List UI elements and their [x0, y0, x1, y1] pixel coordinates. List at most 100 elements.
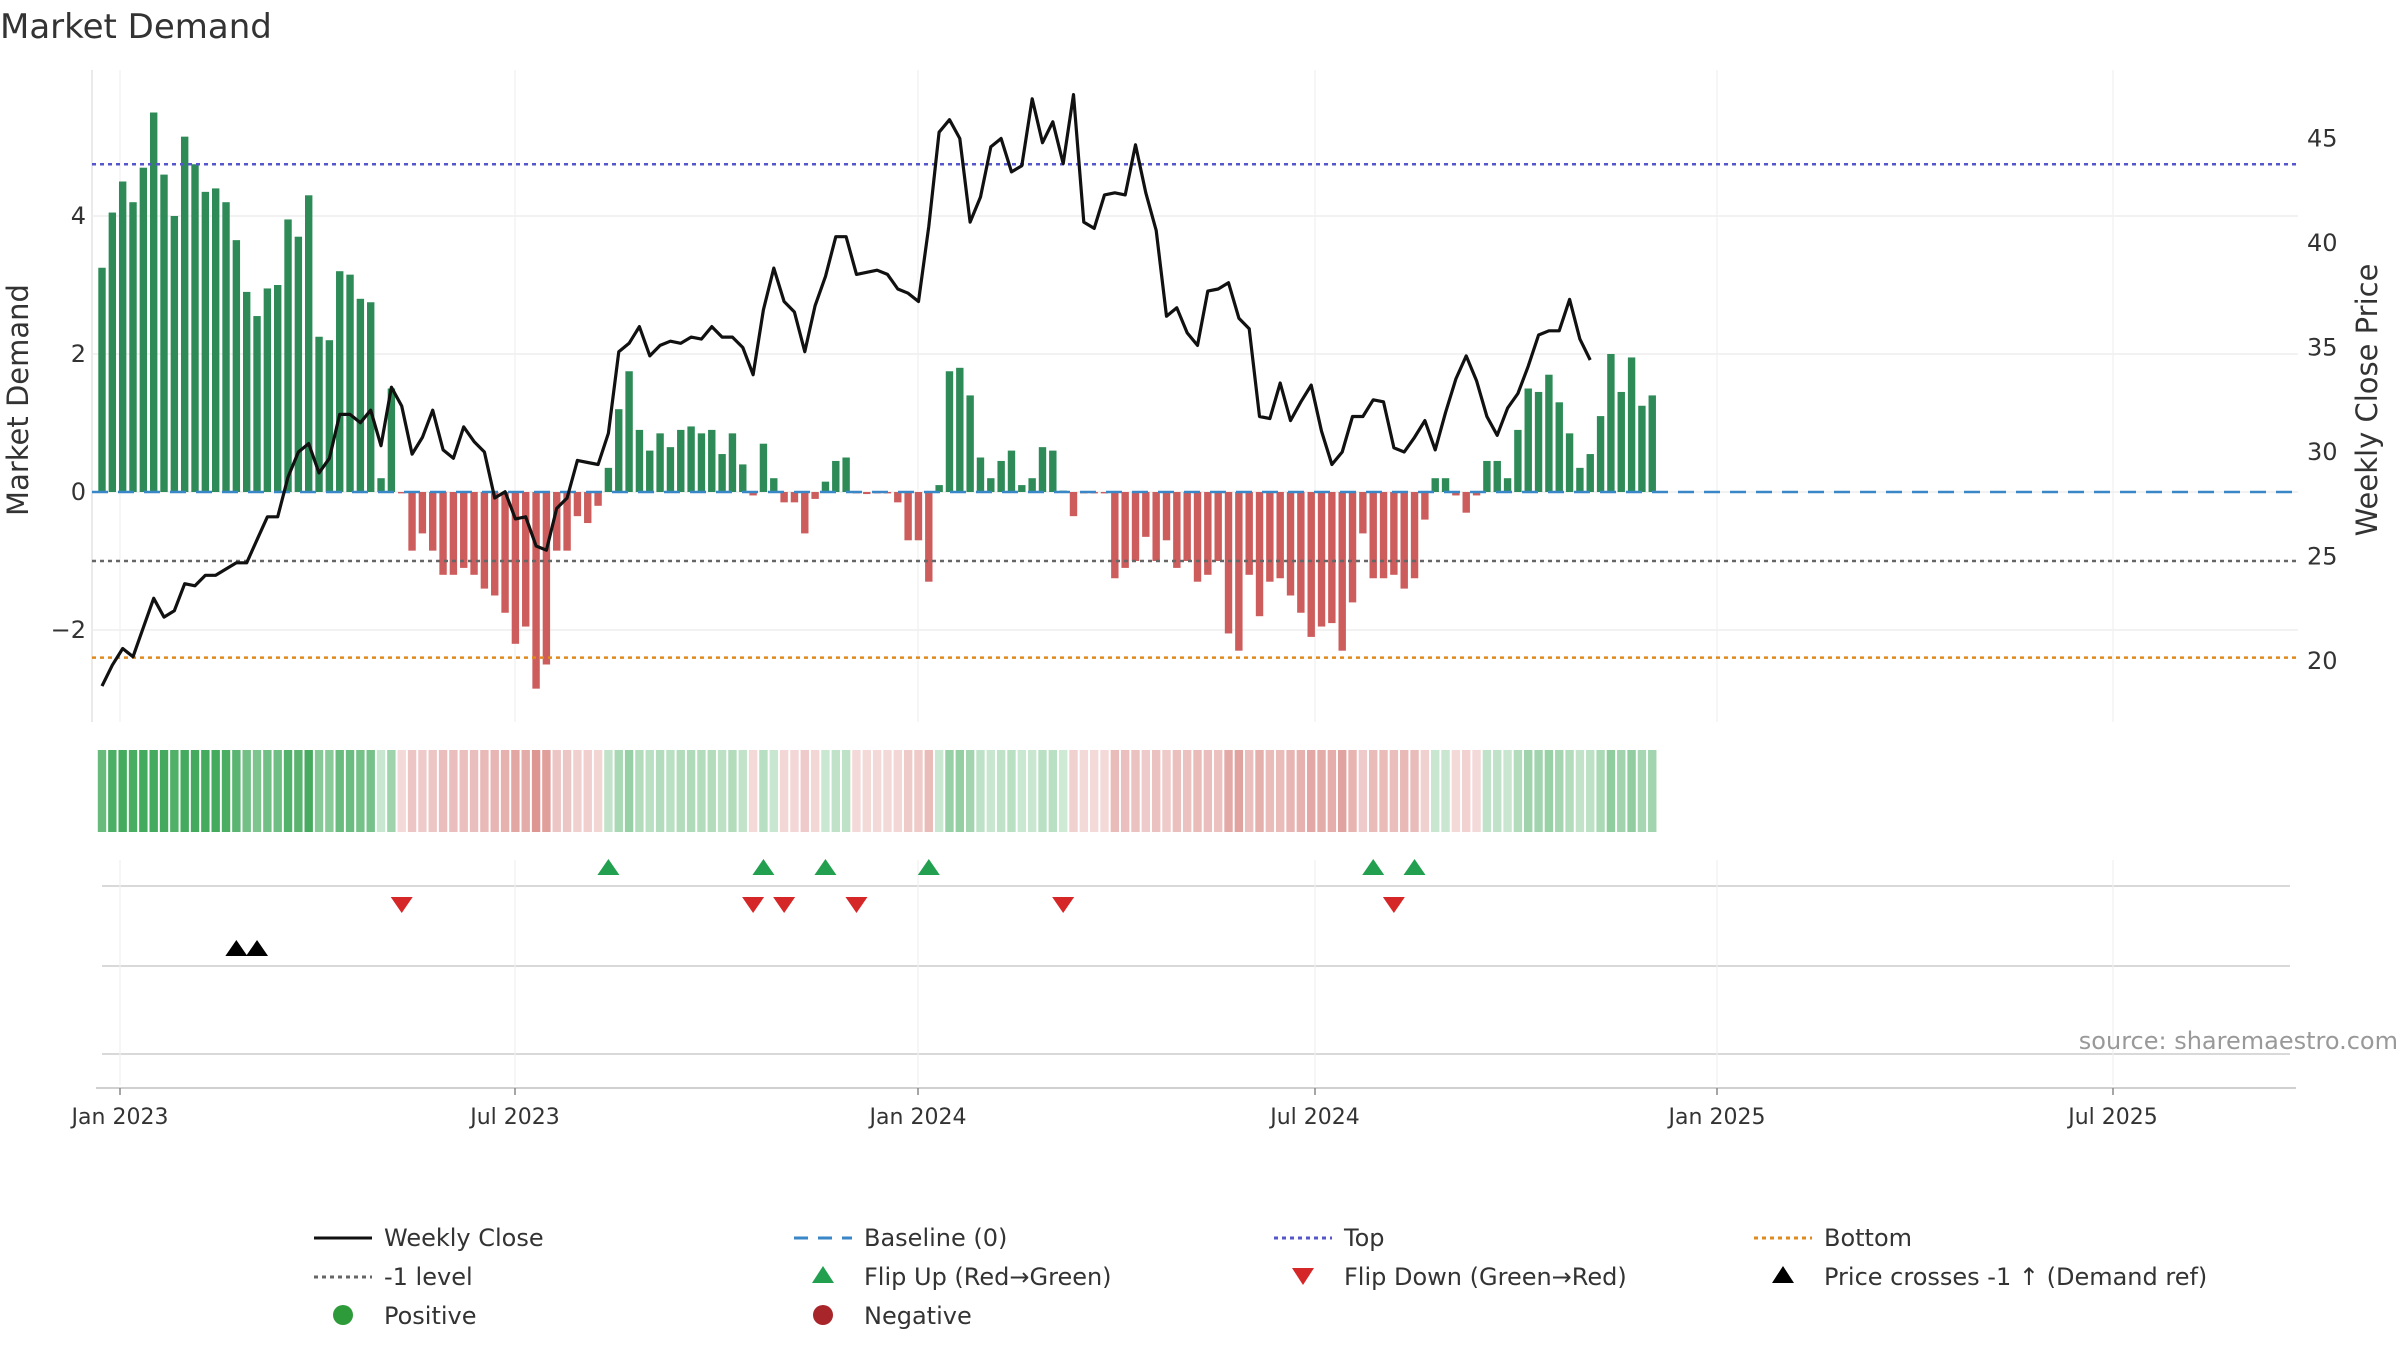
heat-cell	[986, 750, 996, 832]
heat-cell	[728, 750, 737, 832]
heat-cell	[335, 750, 344, 832]
heat-cell	[748, 750, 758, 832]
demand-heat-strip	[97, 750, 1657, 832]
heat-cell	[1596, 750, 1605, 832]
heat-cell	[1451, 750, 1461, 832]
heat-cell	[583, 750, 592, 832]
heat-cell	[1089, 750, 1099, 832]
heat-cell	[1038, 750, 1047, 832]
heat-cell	[1493, 750, 1502, 832]
demand-bar	[522, 492, 530, 627]
legend-label: Weekly Close	[384, 1224, 544, 1252]
heat-cell	[624, 750, 634, 832]
demand-bar	[170, 216, 179, 492]
heat-cell	[1379, 750, 1388, 832]
demand-bar	[1638, 405, 1646, 492]
demand-bar	[387, 388, 396, 492]
heat-cell	[965, 750, 975, 832]
chart-title: Market Demand	[0, 7, 272, 47]
flip-down-marker	[845, 897, 868, 913]
demand-bar	[832, 460, 840, 492]
demand-bar	[1173, 492, 1181, 568]
demand-bar	[108, 212, 117, 493]
demand-bar	[160, 174, 168, 492]
demand-bar	[728, 433, 737, 492]
demand-bar	[1276, 492, 1284, 579]
heat-cell	[190, 750, 200, 832]
heat-cell	[1555, 750, 1564, 832]
demand-bar	[1214, 492, 1222, 561]
demand-bar	[925, 492, 933, 582]
heat-cell	[201, 750, 210, 832]
flip-up-marker	[917, 859, 940, 875]
demand-bar	[346, 274, 354, 492]
demand-bar	[1121, 492, 1129, 568]
heat-cell	[252, 750, 262, 832]
demand-bar	[501, 492, 509, 613]
heat-cell	[521, 750, 530, 832]
heat-cell	[1617, 750, 1626, 832]
heat-cell	[738, 750, 747, 832]
demand-bar	[274, 285, 282, 492]
heat-cell	[707, 750, 716, 832]
heat-cell	[1265, 750, 1275, 832]
heat-cell	[1482, 750, 1492, 832]
demand-bar	[666, 447, 675, 492]
heat-cell	[1503, 750, 1512, 832]
demand-bar	[470, 492, 478, 575]
heat-cell	[841, 750, 851, 832]
legend: Weekly Close Baseline (0) Top Bottom -1 leve…	[314, 1224, 2207, 1330]
demand-bar	[367, 302, 375, 492]
demand-bar	[294, 236, 303, 492]
heat-cell	[996, 750, 1006, 832]
heat-cell	[852, 750, 861, 832]
heat-cell	[862, 750, 871, 832]
demand-bar	[191, 164, 199, 492]
heat-cell	[1575, 750, 1585, 832]
heat-cell	[387, 750, 396, 832]
heat-cell	[1441, 750, 1450, 832]
demand-bar	[914, 492, 923, 541]
demand-bar	[1514, 429, 1522, 492]
y-ticks: −2 0 2 4	[51, 202, 86, 644]
flip-up-marker	[752, 859, 775, 875]
heat-cell	[1534, 750, 1543, 832]
demand-bar	[1627, 357, 1636, 492]
y-tick-label: 0	[71, 478, 86, 506]
flip-up-marker	[814, 859, 837, 875]
legend-label: Baseline (0)	[864, 1224, 1007, 1252]
heat-cell	[1389, 750, 1399, 832]
legend-symbol	[813, 1305, 833, 1325]
heat-cell	[1338, 750, 1347, 832]
demand-bar	[1193, 492, 1202, 582]
source-label: source: sharemaestro.com	[2079, 1027, 2398, 1055]
demand-bar	[542, 492, 551, 665]
price-line	[100, 92, 1592, 687]
x-tick-label: Jul 2024	[1268, 1105, 1360, 1130]
x-tick-label: Jan 2024	[868, 1105, 967, 1130]
demand-bar	[646, 450, 654, 492]
heat-cell	[294, 750, 303, 832]
heat-cell	[1513, 750, 1523, 832]
demand-bar	[615, 409, 623, 492]
demand-bar	[976, 457, 985, 492]
y-tick-label: −2	[51, 616, 86, 644]
heat-cell	[562, 750, 572, 832]
x-tick-label: Jan 2023	[70, 1105, 169, 1130]
x-ticks: Jan 2023 Jul 2023 Jan 2024 Jul 2024 Jan 2025…	[70, 1088, 2158, 1130]
heat-cell	[1007, 750, 1016, 832]
heat-cell	[1182, 750, 1192, 832]
heat-cell	[759, 750, 768, 832]
heat-cell	[1296, 750, 1306, 832]
demand-bar	[1142, 492, 1150, 537]
demand-bar	[811, 492, 819, 499]
heat-cell	[1420, 750, 1430, 832]
heat-cell	[1544, 750, 1554, 832]
flip-up-marker	[1362, 859, 1385, 875]
heat-cell	[459, 750, 468, 832]
heat-cell	[666, 750, 675, 832]
heat-cell	[1234, 750, 1244, 832]
demand-bar	[1565, 433, 1574, 492]
heat-cell	[1286, 750, 1295, 832]
demand-bar	[1266, 492, 1274, 582]
